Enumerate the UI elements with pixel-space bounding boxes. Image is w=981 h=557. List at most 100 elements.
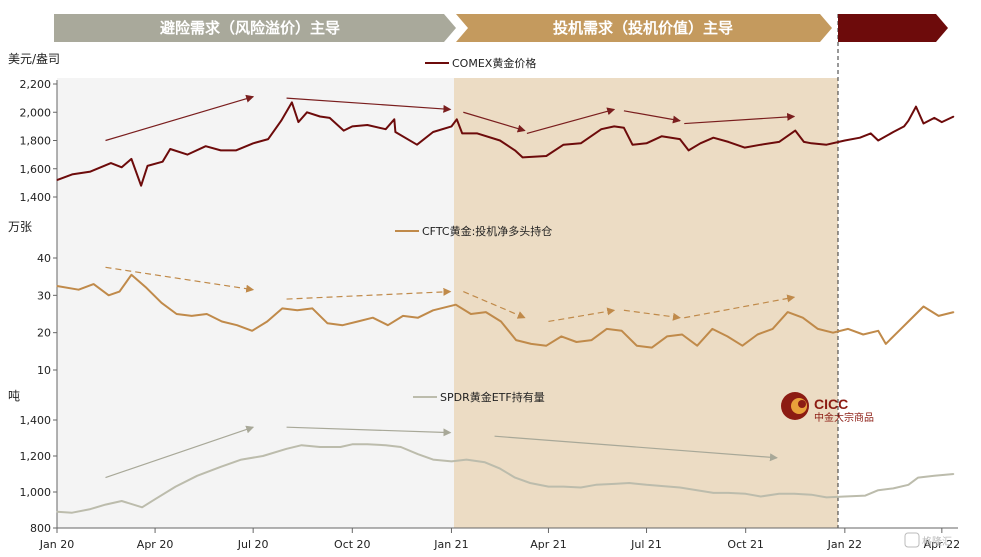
cftc-data-point (621, 330, 623, 332)
cftc-trend-arrow (463, 291, 526, 319)
cftc-data-point (877, 330, 879, 332)
price-data-point (699, 142, 702, 144)
price-data-point (514, 149, 516, 151)
price-data-point (140, 185, 142, 187)
cftc-data-point (266, 320, 268, 323)
price-data-point (319, 115, 321, 118)
spdr-data-point (825, 496, 828, 498)
cftc-data-point (56, 285, 58, 287)
banner-speculation: 投机需求（投机价值）主导 (456, 14, 832, 42)
cftc-data-point (326, 322, 329, 324)
cftc-data-point (432, 309, 434, 311)
price-data-point (810, 142, 813, 144)
cftc-data-point (802, 317, 804, 319)
spdr-data-point (385, 444, 387, 446)
cftc-data-point (485, 311, 487, 313)
cftc-data-point (145, 287, 148, 289)
price-data-point (450, 125, 453, 127)
spdr-data-point (432, 459, 434, 461)
price-data-point (661, 135, 663, 137)
price-data-point (645, 142, 648, 144)
price-series-line (56, 101, 955, 187)
spdr-data-point (892, 487, 894, 489)
price-y-tick-label: 1,800 (20, 135, 52, 148)
price-data-point (476, 132, 478, 135)
price-data-point (803, 141, 805, 143)
speculation-region (454, 78, 838, 528)
spdr-data-point (400, 446, 402, 448)
cftc-data-point (455, 304, 457, 306)
price-data-point (56, 179, 58, 181)
price-data-point (267, 138, 269, 140)
spdr-data-point (56, 511, 58, 513)
spdr-data-point (141, 506, 143, 508)
spdr-data-point (89, 508, 92, 510)
price-data-point (110, 162, 112, 164)
spdr-data-point (613, 483, 615, 485)
price-data-point (545, 155, 547, 157)
banner-risk-aversion-text: 避险需求（风险溢价）主导 (160, 19, 340, 37)
price-trend-arrow (286, 97, 452, 113)
price-data-point (121, 166, 123, 168)
price-data-point (366, 124, 368, 126)
price-data-point (461, 132, 463, 135)
cftc-y-tick-label: 30 (37, 289, 51, 302)
watermark-icon (904, 532, 920, 548)
watermark-text: 格隆汇 (922, 535, 952, 548)
spdr-data-point (727, 492, 730, 494)
cftc-data-point (372, 317, 374, 319)
spdr-unit-label: 吨 (8, 389, 20, 403)
x-tick-label: Jul 20 (237, 538, 269, 551)
spdr-data-point (121, 500, 123, 502)
spdr-data-point (580, 486, 582, 489)
price-trend-arrow (684, 112, 796, 125)
price-data-point (933, 117, 935, 119)
cftc-data-point (953, 311, 955, 313)
x-tick-label: Apr 20 (137, 538, 174, 551)
price-data-point (877, 139, 879, 142)
spdr-data-point (907, 484, 910, 486)
price-data-point (416, 144, 418, 146)
price-data-point (432, 131, 434, 133)
cftc-data-point (191, 315, 193, 317)
cftc-data-point (160, 302, 163, 304)
cftc-data-point (417, 317, 419, 319)
x-tick-label: Oct 20 (334, 538, 371, 551)
cftc-data-point (711, 328, 713, 330)
cicc-logo-subtitle: 中金大宗商品 (814, 411, 874, 424)
spdr-data-point (745, 493, 747, 495)
price-data-point (146, 165, 149, 167)
cftc-data-point (281, 307, 283, 309)
cicc-logo-name: CICC (814, 396, 848, 412)
x-tick-label: Apr 21 (530, 538, 567, 551)
spdr-data-point (417, 453, 419, 455)
spdr-data-point (595, 484, 597, 486)
cftc-data-point (907, 320, 910, 323)
spdr-data-point (953, 473, 955, 475)
cftc-data-point (636, 345, 638, 347)
price-data-point (499, 139, 501, 142)
spdr-data-point (760, 495, 762, 498)
price-panel: 1,400 1,600 1,800 2,000 2,200 (20, 78, 955, 204)
cftc-data-point (832, 332, 834, 334)
price-data-point (794, 130, 796, 132)
spdr-y-tick-label: 1,400 (20, 414, 52, 427)
spdr-data-point (154, 498, 156, 500)
price-data-point (456, 118, 458, 120)
price-data-point (297, 121, 300, 123)
price-trend-arrow (526, 107, 616, 135)
price-data-point (89, 170, 92, 173)
price-data-point (953, 115, 955, 118)
spdr-y-tick-label: 1,200 (20, 450, 52, 463)
spdr-data-point (679, 486, 681, 489)
price-trend-arrow (463, 111, 526, 133)
cftc-trend-arrow (548, 307, 616, 323)
price-data-point (922, 122, 925, 125)
spdr-data-point (240, 459, 242, 461)
cftc-data-point (817, 328, 819, 330)
cftc-data-point (311, 307, 314, 309)
cftc-data-point (530, 343, 532, 345)
spdr-data-point (196, 475, 198, 477)
x-tick-label: Jan 21 (433, 538, 468, 551)
price-data-point (859, 137, 861, 139)
